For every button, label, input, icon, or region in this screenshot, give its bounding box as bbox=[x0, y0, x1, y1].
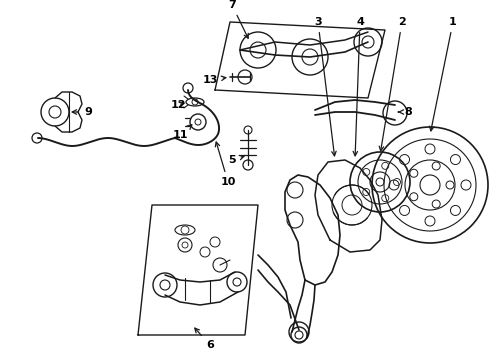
Text: 6: 6 bbox=[195, 328, 214, 350]
Text: 2: 2 bbox=[379, 17, 406, 151]
Text: 10: 10 bbox=[215, 142, 236, 187]
Text: 5: 5 bbox=[228, 155, 244, 165]
Text: 8: 8 bbox=[398, 107, 412, 117]
Text: 4: 4 bbox=[353, 17, 364, 156]
Text: 1: 1 bbox=[430, 17, 457, 131]
Text: 12: 12 bbox=[170, 100, 186, 110]
Text: 3: 3 bbox=[314, 17, 336, 156]
Text: 11: 11 bbox=[172, 125, 192, 140]
Text: 9: 9 bbox=[72, 107, 92, 117]
Text: 7: 7 bbox=[228, 0, 248, 38]
Text: 13: 13 bbox=[202, 75, 226, 85]
